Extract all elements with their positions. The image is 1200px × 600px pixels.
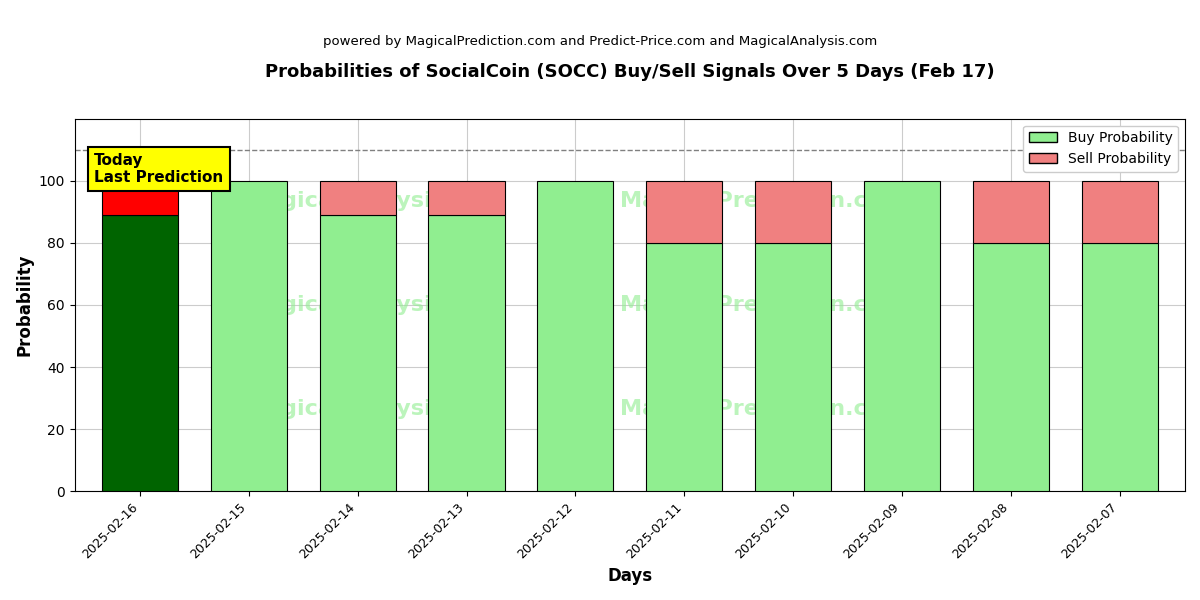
Bar [211,181,287,491]
X-axis label: Days: Days [607,567,653,585]
Title: Probabilities of SocialCoin (SOCC) Buy/Sell Signals Over 5 Days (Feb 17): Probabilities of SocialCoin (SOCC) Buy/S… [265,63,995,81]
Y-axis label: Probability: Probability [16,254,34,356]
Bar [319,181,396,215]
Bar [1081,181,1158,243]
Bar [646,181,722,243]
Legend: Buy Probability, Sell Probability: Buy Probability, Sell Probability [1024,125,1178,172]
Bar [864,181,940,491]
Bar [646,243,722,491]
Text: MagicalPrediction.com: MagicalPrediction.com [620,399,906,419]
Text: powered by MagicalPrediction.com and Predict-Price.com and MagicalAnalysis.com: powered by MagicalPrediction.com and Pre… [323,35,877,48]
Bar [538,181,613,491]
Bar [1081,243,1158,491]
Text: MagicalAnalysis.com: MagicalAnalysis.com [244,399,505,419]
Text: MagicalAnalysis.com: MagicalAnalysis.com [244,295,505,315]
Text: MagicalPrediction.com: MagicalPrediction.com [620,191,906,211]
Text: Today
Last Prediction: Today Last Prediction [95,153,223,185]
Bar [755,243,832,491]
Bar [102,181,178,215]
Bar [102,215,178,491]
Text: MagicalPrediction.com: MagicalPrediction.com [620,295,906,315]
Bar [428,181,505,215]
Bar [973,243,1049,491]
Text: MagicalAnalysis.com: MagicalAnalysis.com [244,191,505,211]
Bar [319,215,396,491]
Bar [973,181,1049,243]
Bar [428,215,505,491]
Bar [755,181,832,243]
